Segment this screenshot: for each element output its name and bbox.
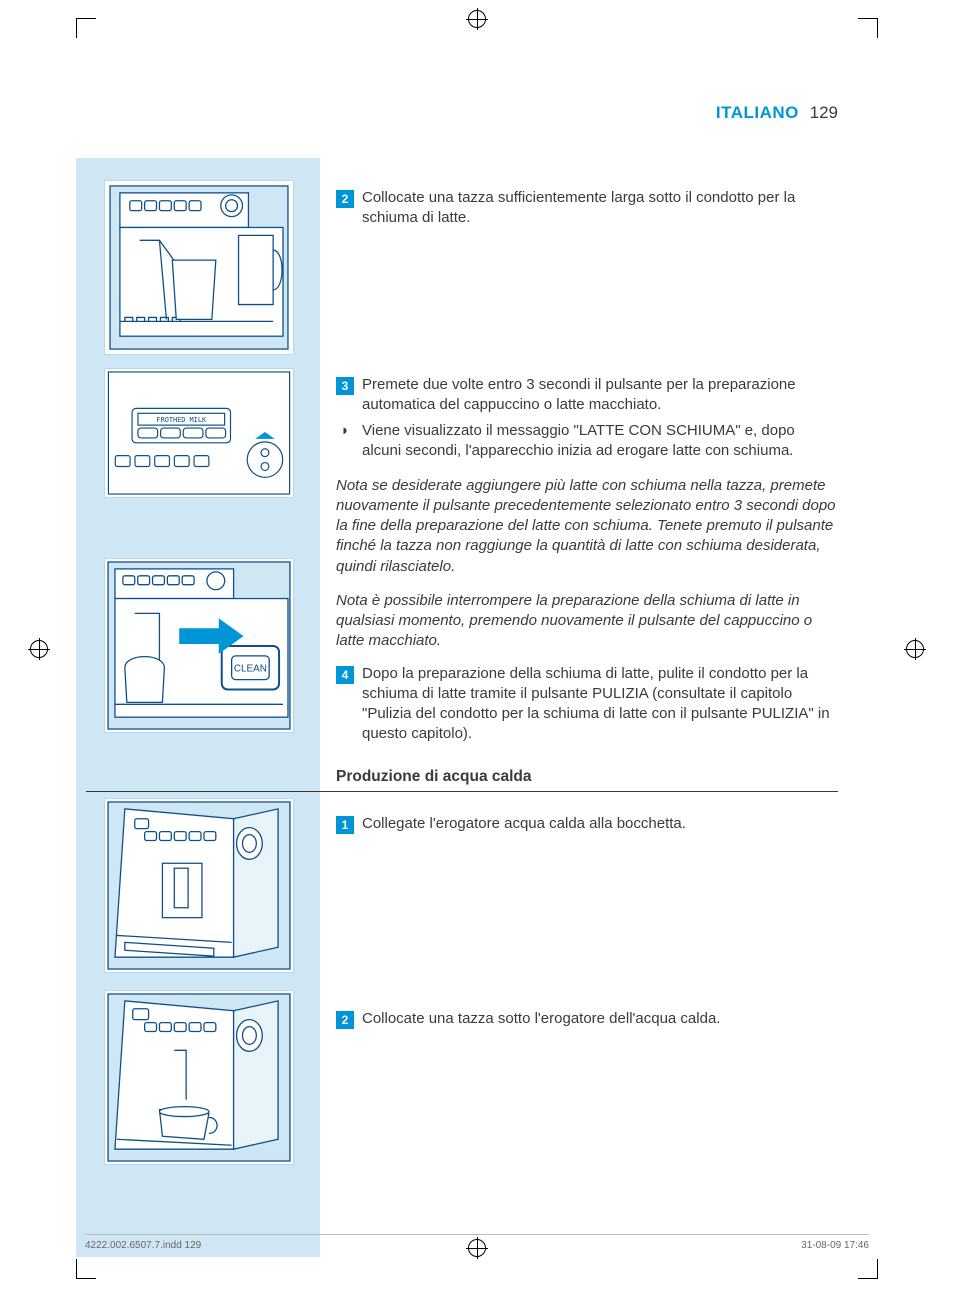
crop-mark [858,18,878,38]
language-label: ITALIANO [716,103,799,122]
page-header: ITALIANO 129 [716,102,838,125]
page: ITALIANO 129 [76,40,878,1257]
step-hotwater-2: 2 Collocate una tazza sotto l'erogatore … [336,1009,838,1029]
registration-mark-icon [30,640,48,658]
step-number-badge: 2 [336,1011,354,1029]
note-text: Nota se desiderate aggiungere più latte … [336,476,838,577]
svg-text:FROTHED MILK: FROTHED MILK [156,416,207,424]
print-footer: 4222.002.6507.7.indd 129 31-08-09 17:46 [85,1234,869,1253]
page-number: 129 [810,103,838,122]
registration-mark-icon [906,640,924,658]
figure-cup-hotwater [104,990,294,1165]
step-hotwater-1: 1 Collegate l'erogatore acqua calda alla… [336,814,838,834]
step-4: 4 Dopo la preparazione della schiuma di … [336,664,838,745]
step-text: Collocate una tazza sotto l'erogatore de… [362,1009,838,1029]
footer-file-info: 4222.002.6507.7.indd 129 [85,1239,201,1253]
figure-clean-button: CLEAN [104,558,294,733]
crop-mark [76,18,96,38]
bullet-text: Viene visualizzato il messaggio "LATTE C… [362,421,838,462]
step-text: Dopo la preparazione della schiuma di la… [362,664,838,745]
step-number-badge: 2 [336,190,354,208]
step-text: Collegate l'erogatore acqua calda alla b… [362,814,838,834]
svg-text:CLEAN: CLEAN [234,664,267,675]
figure-display-panel: FROTHED MILK [104,368,294,498]
step-text: Premete due volte entro 3 secondi il pul… [362,375,838,416]
bullet-marker-icon: ◗ [336,421,354,462]
crop-mark [858,1259,878,1279]
registration-mark-icon [468,10,486,28]
step-3: 3 Premete due volte entro 3 secondi il p… [336,375,838,416]
figure-cup-under-spout [104,180,294,355]
figure-hotwater-attach [104,798,294,973]
step-2: 2 Collocate una tazza sufficientemente l… [336,188,838,229]
step-text: Collocate una tazza sufficientemente lar… [362,188,838,229]
bullet-list: ◗ Viene visualizzato il messaggio "LATTE… [336,421,838,462]
section-title: Produzione di acqua calda [336,767,838,793]
crop-mark [76,1259,96,1279]
step-number-badge: 1 [336,816,354,834]
figure-sidebar: FROTHED MILK [76,158,320,1257]
step-number-badge: 4 [336,666,354,684]
footer-timestamp: 31-08-09 17:46 [801,1239,869,1253]
note-text: Nota è possibile interrompere la prepara… [336,591,838,652]
step-number-badge: 3 [336,377,354,395]
content-area: 2 Collocate una tazza sufficientemente l… [336,158,838,1035]
